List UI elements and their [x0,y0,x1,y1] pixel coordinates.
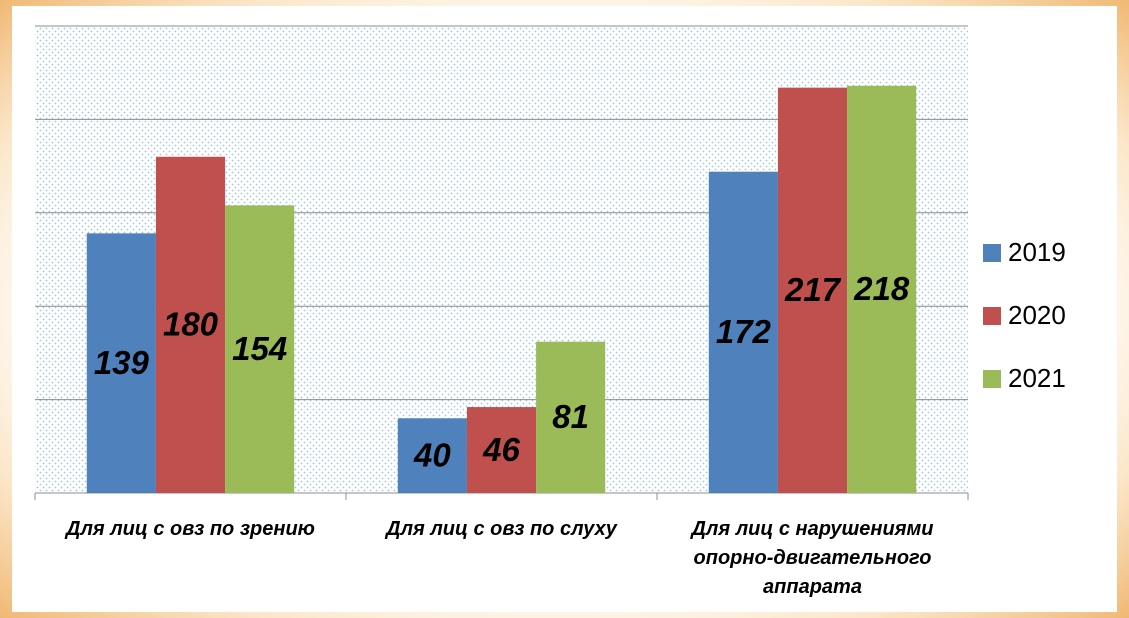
legend-swatch [983,244,1001,262]
legend-swatch [983,307,1001,325]
legend-label: 2020 [1008,300,1066,330]
legend-label: 2019 [1008,237,1066,267]
x-tick-label: Для лиц с нарушениями опорно-двигательно… [691,518,934,598]
data-label: 218 [853,270,910,307]
bar [708,171,778,494]
bar [466,407,537,493]
bar [777,87,848,494]
data-label: 139 [94,344,150,381]
bar [225,205,295,493]
data-label: 81 [552,398,589,435]
data-label: 46 [482,431,520,468]
data-label: 154 [232,330,287,367]
legend-swatch [983,370,1001,388]
bar [155,156,226,493]
data-label: 40 [413,436,451,473]
bar [86,233,156,493]
bar [536,341,606,493]
bar [397,418,467,493]
data-label: 217 [784,271,842,308]
data-label: 180 [163,306,219,343]
x-tick-label: Для лиц с овз по слуху [386,518,617,540]
data-label: 172 [716,313,772,350]
bar [847,85,917,493]
legend-label: 2021 [1008,363,1066,393]
x-tick-label: Для лиц с овз по зрению [66,518,315,540]
